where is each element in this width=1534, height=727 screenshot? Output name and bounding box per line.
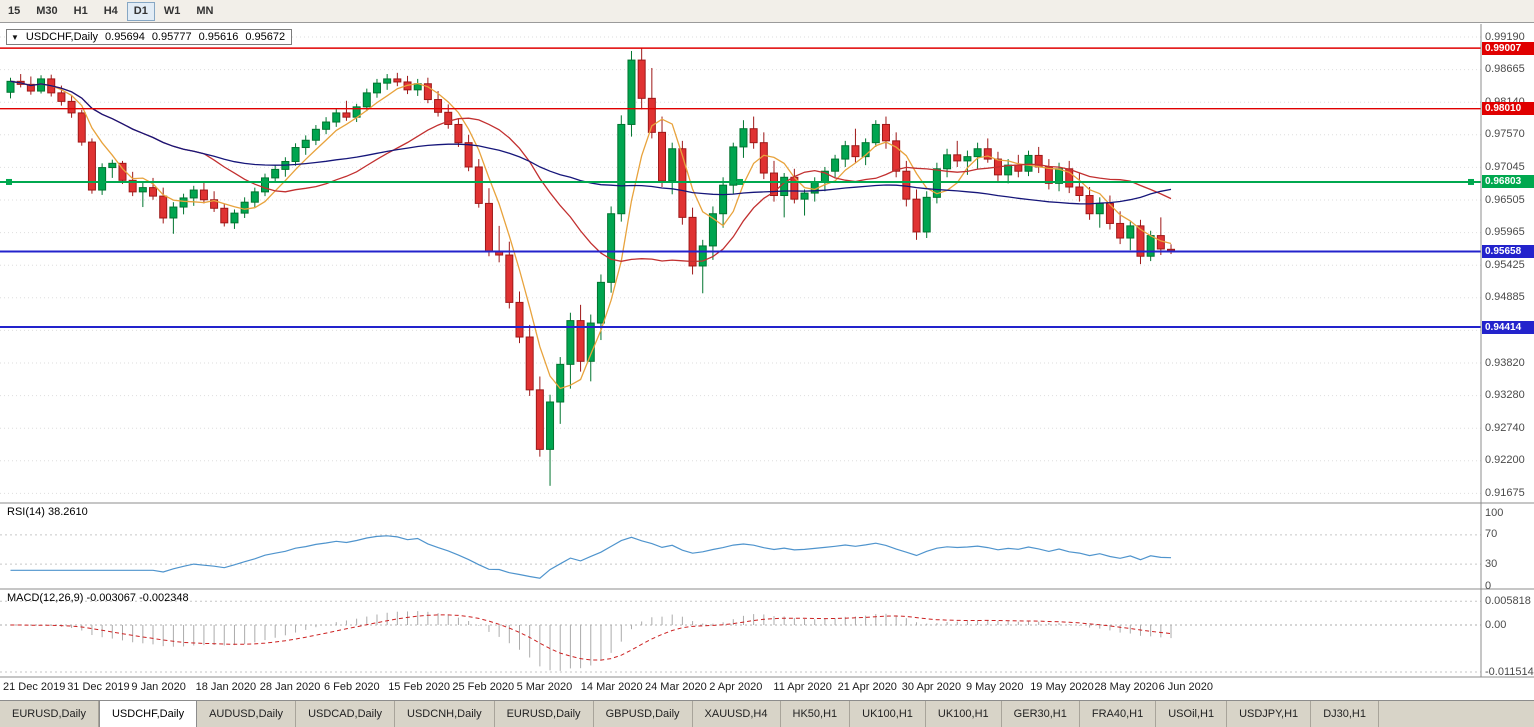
date-tick-label: 19 May 2020: [1030, 681, 1094, 693]
chart-tab-bar: EURUSD,Daily USDCHF,Daily AUDUSD,Daily USDC…: [0, 700, 1534, 727]
date-tick-label: 25 Feb 2020: [452, 681, 515, 693]
line-handle[interactable]: [737, 178, 743, 185]
macd-scale-label: 0.005818: [1485, 594, 1531, 607]
tab-hk50-h1[interactable]: HK50,H1: [781, 701, 851, 727]
price-scale-label: 0.91675: [1485, 486, 1525, 499]
macd-indicator-label: MACD(12,26,9) -0.003067 -0.002348: [7, 592, 189, 604]
timeframe-button-h1[interactable]: H1: [67, 2, 95, 21]
macd-scale-label: 0.00: [1485, 618, 1507, 631]
tab-eurusd-daily[interactable]: EURUSD,Daily: [0, 701, 99, 727]
hline-price-tag: 0.98010: [1482, 102, 1534, 116]
line-handle[interactable]: [1468, 178, 1474, 185]
chart-symbol: USDCHF,Daily: [25, 31, 99, 43]
rsi-indicator-label: RSI(14) 38.2610: [7, 506, 88, 518]
ohlc-close: 0.95672: [245, 31, 286, 43]
tab-usdchf-daily[interactable]: USDCHF,Daily: [98, 701, 198, 727]
date-tick-label: 18 Jan 2020: [195, 681, 257, 693]
date-tick-label: 15 Feb 2020: [388, 681, 450, 693]
date-tick-label: 2 Apr 2020: [709, 681, 763, 693]
date-tick-label: 30 Apr 2020: [901, 681, 962, 693]
chart-title-box[interactable]: ▼ USDCHF,Daily 0.95694 0.95777 0.95616 0…: [6, 29, 293, 45]
date-tick-label: 9 Jan 2020: [131, 681, 186, 693]
tab-xauusd-h4[interactable]: XAUUSD,H4: [693, 701, 781, 727]
tab-gbpusd-daily[interactable]: GBPUSD,Daily: [594, 701, 693, 727]
price-scale-label: 0.92200: [1485, 454, 1525, 467]
date-tick-label: 21 Dec 2019: [3, 681, 66, 693]
tab-usdcnh-daily[interactable]: USDCNH,Daily: [395, 701, 495, 727]
timeframe-button-m30[interactable]: M30: [29, 2, 64, 21]
date-tick-label: 6 Feb 2020: [324, 681, 380, 693]
hline-price-tag: 0.94414: [1482, 320, 1534, 334]
price-scale-label: 0.93280: [1485, 389, 1525, 402]
date-tick-label: 5 Mar 2020: [516, 681, 573, 693]
date-tick-label: 31 Dec 2019: [67, 681, 130, 693]
hline-price-tag: 0.95658: [1482, 245, 1534, 258]
price-scale-label: 0.95965: [1485, 226, 1525, 239]
ohlc-open: 0.95694: [105, 31, 145, 43]
tab-usdcad-daily[interactable]: USDCAD,Daily: [296, 701, 396, 727]
macd-histogram: [20, 611, 1172, 671]
date-tick-label: 21 Apr 2020: [837, 681, 897, 693]
price-scale-label: 0.92740: [1485, 421, 1525, 434]
ohlc-low: 0.95616: [198, 31, 239, 43]
indicator-levels: [0, 534, 1481, 673]
date-tick-label: 14 Mar 2020: [580, 681, 643, 693]
rsi-line: [10, 535, 1172, 579]
tab-fra40-h1[interactable]: FRA40,H1: [1080, 701, 1157, 727]
rsi-scale-label: 0: [1485, 579, 1492, 592]
date-tick-label: 11 Apr 2020: [773, 681, 832, 693]
date-tick-label: 6 Jun 2020: [1158, 681, 1214, 693]
timeframe-button-d1[interactable]: D1: [126, 1, 155, 21]
price-scale-label: 0.96505: [1485, 193, 1525, 206]
price-scale-label: 0.94885: [1485, 291, 1525, 304]
rsi-scale-label: 100: [1485, 506, 1504, 519]
tab-eurusd-daily[interactable]: EURUSD,Daily: [495, 701, 594, 727]
price-scale-label: 0.93820: [1485, 356, 1525, 369]
price-scale-label: 0.95425: [1485, 258, 1525, 271]
date-tick-label: 24 Mar 2020: [645, 681, 707, 693]
horizontal-lines: [0, 47, 1481, 329]
timeframe-toolbar: 15 M30 H1 H4 D1 W1 MN: [0, 0, 1534, 23]
date-tick-label: 28 Jan 2020: [259, 681, 321, 693]
ohlc-high: 0.95777: [151, 31, 192, 43]
tab-audusd-daily[interactable]: AUDUSD,Daily: [197, 701, 297, 727]
timeframe-button-w1[interactable]: W1: [157, 2, 188, 21]
tab-ger30-h1[interactable]: GER30,H1: [1002, 701, 1080, 727]
timeframe-button-15[interactable]: 15: [1, 2, 27, 21]
price-scale-label: 0.97570: [1485, 128, 1525, 141]
tab-dj30-h1[interactable]: DJ30,H1: [1311, 701, 1379, 727]
timeframe-button-h4[interactable]: H4: [97, 2, 125, 21]
rsi-scale-label: 30: [1485, 557, 1498, 570]
grid: [0, 36, 1481, 494]
candles: [6, 48, 1176, 486]
timeframe-button-mn[interactable]: MN: [189, 2, 220, 21]
rsi-scale-label: 70: [1485, 528, 1498, 541]
price-scale-label: 0.98665: [1485, 63, 1525, 76]
date-tick-label: 28 May 2020: [1094, 681, 1158, 693]
price-scale-label: 0.99190: [1485, 30, 1525, 43]
hline-price-tag: 0.96803: [1482, 175, 1534, 189]
tab-usdjpy-h1[interactable]: USDJPY,H1: [1227, 701, 1312, 727]
price-scale-label: 0.97045: [1485, 160, 1525, 173]
hline-price-tag: 0.99007: [1482, 41, 1534, 55]
macd-scale-label: -0.011514: [1485, 665, 1534, 678]
tab-uk100-h1[interactable]: UK100,H1: [926, 701, 1002, 727]
line-handle[interactable]: [6, 178, 12, 185]
tab-usoil-h1[interactable]: USOil,H1: [1156, 701, 1228, 727]
pane-separators: [0, 24, 1534, 678]
moving-averages: [10, 80, 1172, 390]
date-tick-label: 9 May 2020: [966, 681, 1024, 693]
tab-uk100-h1[interactable]: UK100,H1: [850, 701, 926, 727]
collapse-arrow-icon[interactable]: ▼: [11, 32, 19, 42]
